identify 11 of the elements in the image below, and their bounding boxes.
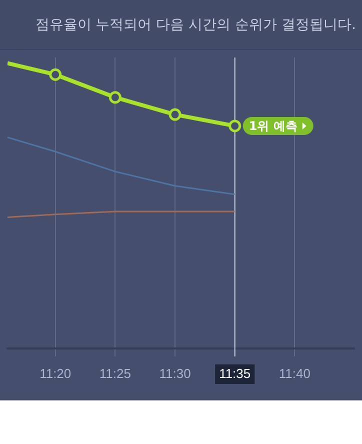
point [108,91,122,104]
point [49,68,62,81]
x-tick-label: 11:20 [40,366,72,381]
point [228,120,242,132]
chart-title: 점유율이 누적되어 다음 시간의 순위가 결정됩니다. [0,0,362,50]
x-tick-label: 11:30 [159,366,191,381]
annotation: 1위 예측 [248,119,298,134]
x-tick-label: 11:40 [278,366,310,381]
point [168,108,182,121]
x-tick-label: 11:25 [99,366,131,381]
x-tick-label: 11:35 [219,366,251,381]
